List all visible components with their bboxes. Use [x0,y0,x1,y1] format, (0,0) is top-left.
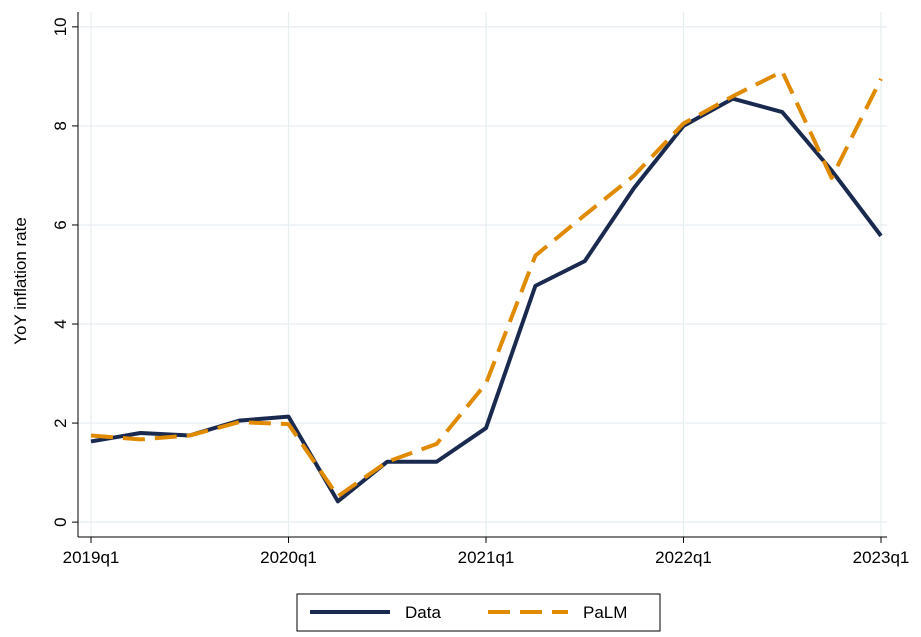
y-tick-label: 6 [51,220,70,229]
y-tick-label: 10 [51,17,70,36]
legend-label: PaLM [583,603,627,622]
x-tick-label: 2023q1 [853,548,910,567]
y-tick-label: 4 [51,319,70,328]
x-tick-label: 2019q1 [63,548,120,567]
y-tick-label: 8 [51,121,70,130]
y-axis-label: YoY inflation rate [11,217,30,345]
y-tick-label: 2 [51,418,70,427]
x-tick-label: 2022q1 [655,548,712,567]
x-tick-label: 2020q1 [260,548,317,567]
legend-label: Data [405,603,441,622]
series-line [90,69,883,499]
x-tick-label: 2021q1 [458,548,515,567]
y-tick-label: 0 [51,517,70,526]
